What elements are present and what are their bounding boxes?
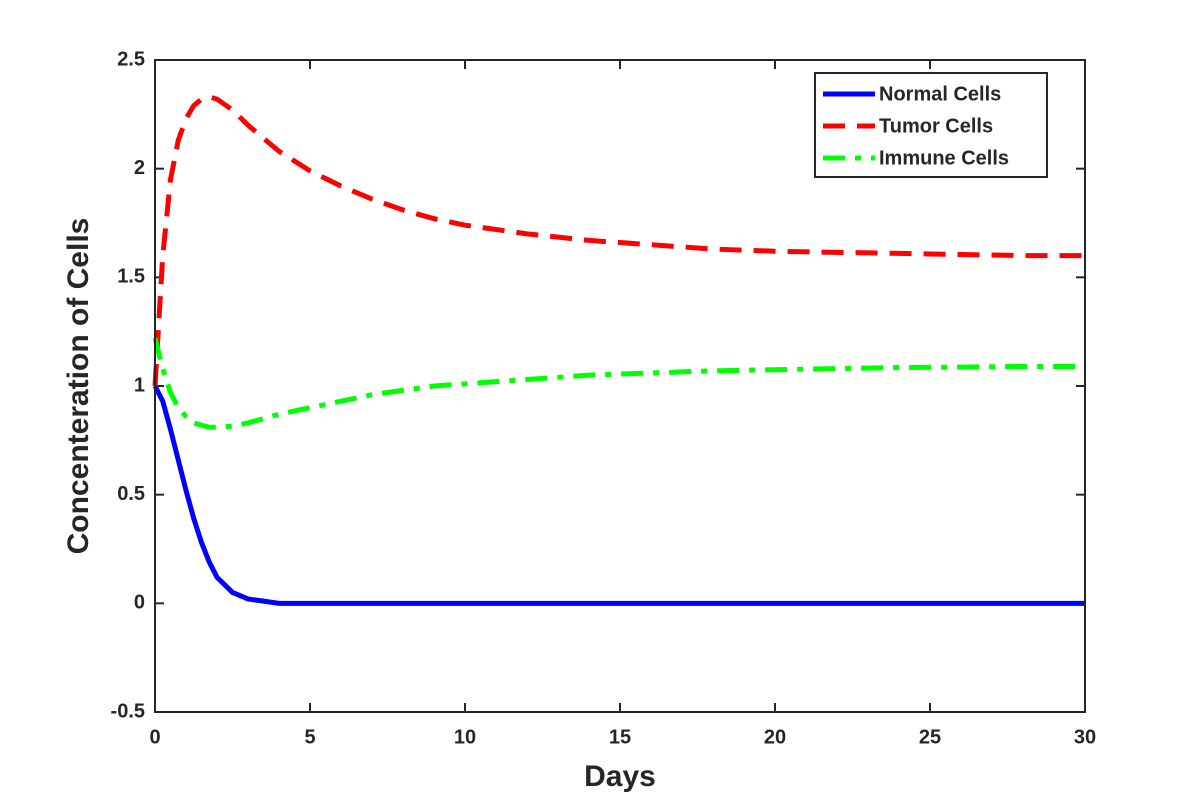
- y-tick-label: 1: [134, 374, 145, 396]
- x-tick-label: 0: [149, 726, 160, 748]
- plot-frame: [154, 59, 1086, 713]
- y-tick-label: 1.5: [117, 266, 145, 288]
- y-tick-label: 2: [134, 157, 145, 179]
- x-tick-label: 20: [764, 726, 786, 748]
- y-tick-label: -0.5: [111, 700, 145, 722]
- legend-label: Immune Cells: [879, 147, 1009, 169]
- y-tick-label: 2.5: [117, 48, 145, 70]
- x-tick-label: 15: [609, 726, 631, 748]
- series-line: [152, 384, 1085, 606]
- x-tick-label: 10: [454, 726, 476, 748]
- y-tick-label: 0.5: [117, 483, 145, 505]
- y-axis-label: Concenteration of Cells: [62, 218, 95, 555]
- x-tick-label: 30: [1074, 726, 1096, 748]
- x-tick-label: 25: [919, 726, 941, 748]
- series-line: [152, 94, 1085, 387]
- legend-box: [814, 72, 1048, 178]
- x-axis-label: Days: [584, 760, 656, 793]
- legend-label: Normal Cells: [879, 83, 1001, 105]
- legend-label: Tumor Cells: [879, 115, 993, 137]
- y-tick-label: 0: [134, 592, 145, 614]
- x-tick-label: 5: [304, 726, 315, 748]
- series-line: [152, 337, 1085, 430]
